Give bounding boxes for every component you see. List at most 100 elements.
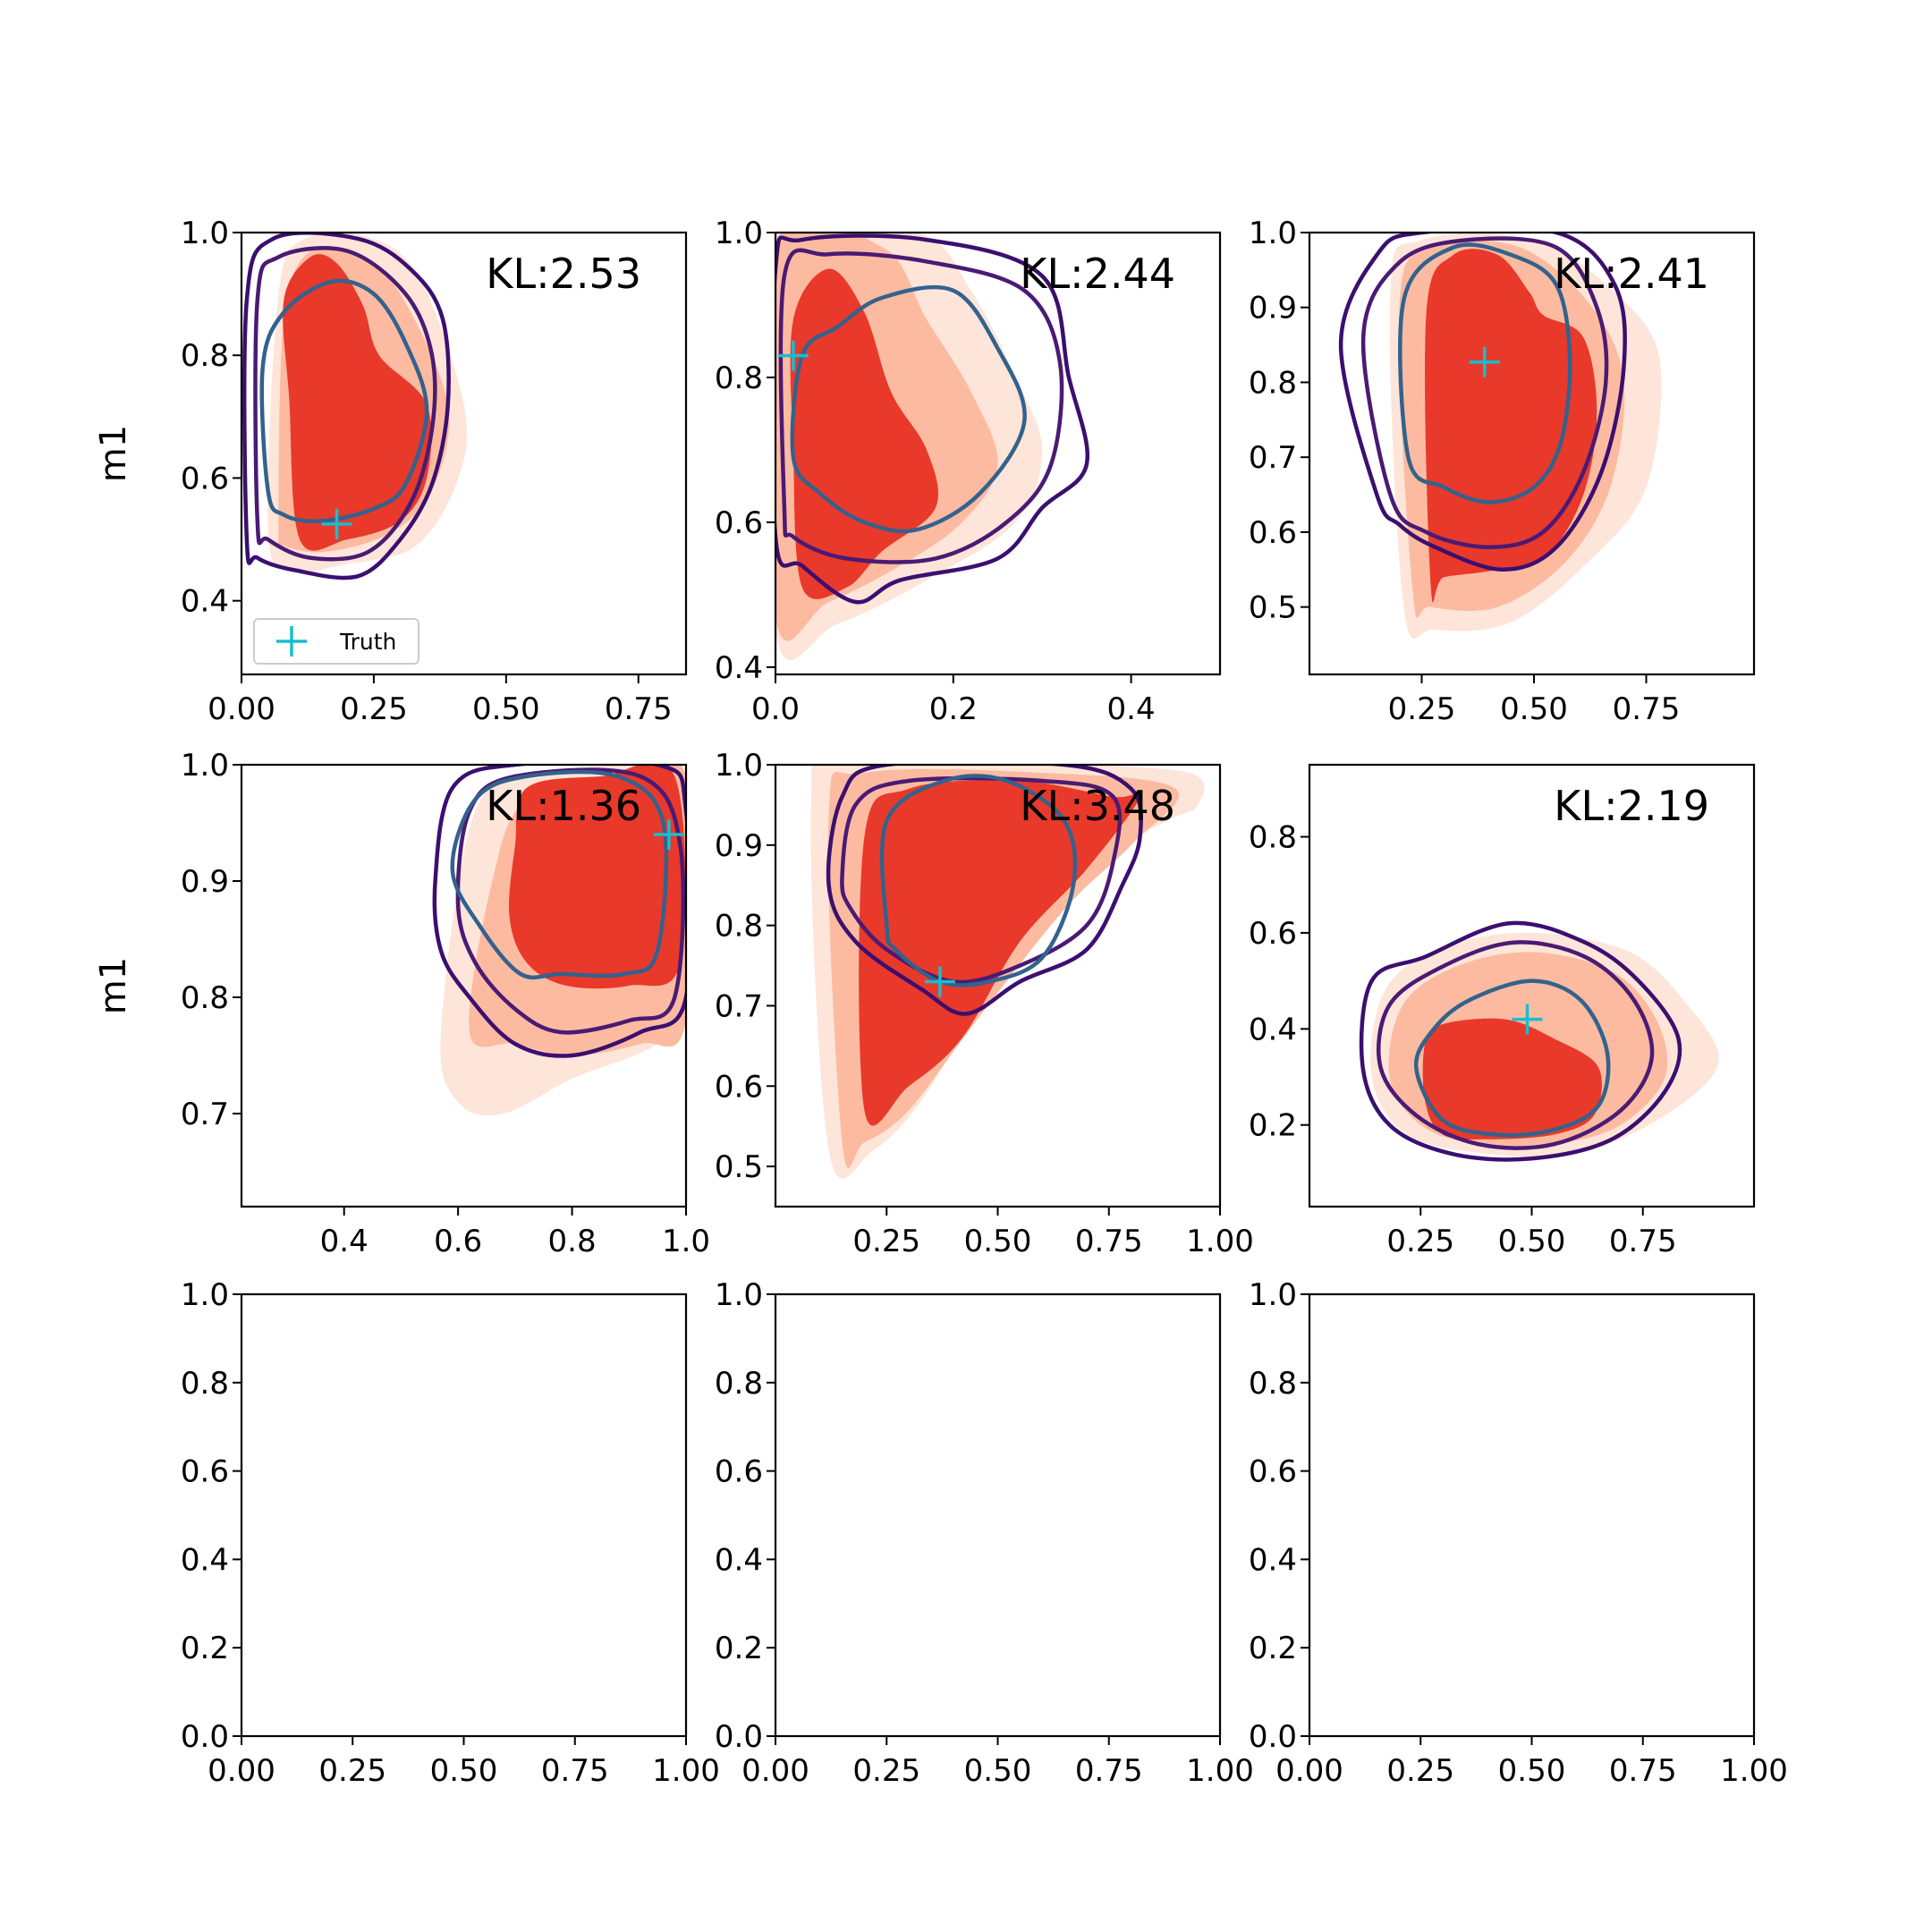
y-tick-label: 0.5 bbox=[715, 1149, 763, 1185]
x-tick-label: 0.25 bbox=[1386, 1753, 1454, 1789]
filled-contour-level-3 bbox=[1425, 249, 1597, 603]
filled-contour-level-3 bbox=[1422, 1018, 1602, 1140]
line-contour-level-3 bbox=[1398, 242, 1572, 504]
legend-box bbox=[253, 618, 419, 665]
kl-divergence-label: KL:2.41 bbox=[1554, 250, 1709, 298]
truth-marker bbox=[653, 819, 684, 850]
y-tick-label: 1.0 bbox=[181, 1277, 229, 1313]
kl-divergence-label: KL:1.36 bbox=[486, 782, 641, 830]
panel-5: KL:3.48 0.25 0.50 0.75 1.00 0.5 0.6 0.7 0.8 0.9 1.… bbox=[715, 748, 1254, 1259]
y-tick-label: 0.4 bbox=[181, 1542, 229, 1578]
panel-7-frame bbox=[240, 1292, 688, 1738]
y-tick-label: 0.5 bbox=[1249, 590, 1297, 626]
panel-9-frame bbox=[1308, 1292, 1756, 1738]
y-tick-label: 0.4 bbox=[1249, 1542, 1297, 1578]
x-tick-label: 0.25 bbox=[340, 691, 408, 727]
y-tick-label: 0.7 bbox=[1249, 440, 1297, 476]
y-tick-label: 1.0 bbox=[181, 216, 229, 251]
line-contour-level-2 bbox=[253, 246, 437, 562]
truth-marker bbox=[321, 508, 352, 539]
panel-3: KL:2.41 0.25 0.50 0.75 0.5 0.6 0.7 0.8 0.9 1.0 bbox=[1249, 216, 1756, 727]
x-tick-label: 0.25 bbox=[852, 1224, 920, 1259]
panel-4-plot-area bbox=[432, 765, 686, 1115]
panel-8-frame bbox=[774, 1292, 1222, 1738]
line-contour-level-2 bbox=[840, 775, 1123, 985]
panel-4-frame bbox=[240, 763, 688, 1208]
y-tick-label: 0.9 bbox=[715, 828, 763, 864]
x-tick-label: 0.75 bbox=[1609, 1753, 1677, 1789]
x-tick-label: 0.00 bbox=[1275, 1753, 1343, 1789]
panel-3-plot-area bbox=[1338, 233, 1662, 640]
x-tick-label: 0.4 bbox=[320, 1224, 369, 1259]
y-tick-label: 0.8 bbox=[1249, 365, 1297, 401]
y-tick-label: 0.8 bbox=[715, 360, 763, 396]
y-tick-label: 0.2 bbox=[1249, 1108, 1297, 1144]
legend-label: Truth bbox=[339, 629, 396, 655]
line-contour-level-1 bbox=[775, 233, 1090, 605]
y-tick-label: 0.7 bbox=[181, 1097, 229, 1132]
filled-contour-level-3 bbox=[859, 780, 1141, 1126]
y-tick-label: 0.6 bbox=[1249, 515, 1297, 551]
y-tick-label: 0.8 bbox=[715, 1366, 763, 1402]
x-tick-label: 0.8 bbox=[548, 1224, 597, 1259]
y-tick-label: 1.0 bbox=[1249, 216, 1297, 251]
panel-9: 0.00 0.25 0.50 0.75 1.00 0.0 0.2 0.4 0.6 0.8 1.0 bbox=[1249, 1277, 1788, 1789]
line-contour-level-1 bbox=[1338, 233, 1627, 572]
panel-5-plot-area bbox=[810, 765, 1205, 1179]
y-tick-label: 1.0 bbox=[181, 748, 229, 784]
panel-6: KL:2.19 0.25 0.50 0.75 0.2 0.4 0.6 0.8 bbox=[1249, 763, 1756, 1259]
line-contour-level-2 bbox=[1360, 236, 1609, 549]
panel-1: KL:2.53 Truth m1 0.00 0.25 0.50 0.75 0.4 0.6 0.8 1… bbox=[93, 216, 688, 727]
x-tick-label: 0.4 bbox=[1107, 691, 1156, 727]
x-tick-label: 0.75 bbox=[1613, 691, 1681, 727]
truth-marker bbox=[1469, 346, 1500, 377]
panel-2: KL:2.44 0.0 0.2 0.4 0.4 0.6 0.8 1.0 bbox=[715, 216, 1222, 727]
x-tick-label: 0.00 bbox=[208, 1753, 275, 1789]
kl-divergence-label: KL:2.44 bbox=[1020, 250, 1175, 298]
y-tick-label: 1.0 bbox=[1249, 1277, 1297, 1313]
y-tick-label: 0.8 bbox=[715, 909, 763, 945]
panel-1-plot-area bbox=[242, 233, 468, 580]
x-tick-label: 0.25 bbox=[318, 1753, 386, 1789]
y-tick-label: 0.6 bbox=[715, 505, 763, 541]
y-tick-label: 0.4 bbox=[181, 584, 229, 620]
legend: Truth bbox=[253, 618, 419, 665]
y-tick-label: 0.6 bbox=[715, 1454, 763, 1490]
y-tick-label: 0.8 bbox=[181, 980, 229, 1016]
x-tick-label: 0.75 bbox=[1075, 1753, 1143, 1789]
panel-4: KL:1.36 m1 0.4 0.6 0.8 1.0 0.7 0.8 0.9 1.0 bbox=[93, 748, 710, 1259]
x-tick-label: 0.00 bbox=[741, 1753, 809, 1789]
line-contour-level-1 bbox=[432, 765, 686, 1058]
filled-contour-level-3 bbox=[283, 254, 432, 551]
truth-marker bbox=[1512, 1004, 1543, 1035]
line-contour-level-1 bbox=[242, 233, 451, 580]
y-tick-label: 0.8 bbox=[1249, 1366, 1297, 1402]
x-tick-label: 1.00 bbox=[1720, 1753, 1788, 1789]
y-tick-label: 0.8 bbox=[181, 1366, 229, 1402]
y-tick-label: 0.0 bbox=[715, 1719, 763, 1755]
kl-divergence-label: KL:2.53 bbox=[486, 250, 641, 298]
filled-contour-level-3 bbox=[509, 765, 686, 989]
x-tick-label: 1.00 bbox=[1186, 1753, 1254, 1789]
y-tick-label: 0.2 bbox=[1249, 1631, 1297, 1666]
y-tick-label: 1.0 bbox=[715, 748, 763, 784]
x-tick-label: 1.00 bbox=[1186, 1224, 1254, 1259]
x-tick-label: 0.50 bbox=[1498, 1224, 1566, 1259]
x-tick-label: 0.2 bbox=[929, 691, 978, 727]
y-tick-label: 0.7 bbox=[715, 988, 763, 1024]
truth-marker bbox=[924, 966, 955, 997]
y-tick-label: 0.4 bbox=[1249, 1012, 1297, 1047]
x-tick-label: 0.50 bbox=[964, 1753, 1032, 1789]
filled-contour-level-3 bbox=[790, 268, 939, 599]
line-contour-level-3 bbox=[790, 284, 1027, 534]
x-tick-label: 0.50 bbox=[964, 1224, 1032, 1259]
y-tick-label: 0.6 bbox=[1249, 916, 1297, 952]
kl-divergence-label: KL:3.48 bbox=[1020, 782, 1175, 830]
kl-divergence-label: KL:2.19 bbox=[1554, 782, 1709, 830]
y-tick-label: 0.6 bbox=[181, 1454, 229, 1490]
x-tick-label: 0.6 bbox=[434, 1224, 482, 1259]
x-tick-label: 0.75 bbox=[541, 1753, 609, 1789]
panel-7: 0.00 0.25 0.50 0.75 1.00 0.0 0.2 0.4 0.6 0.8 1.0 bbox=[181, 1277, 720, 1789]
x-tick-label: 0.75 bbox=[1609, 1224, 1677, 1259]
y-tick-label: 0.8 bbox=[1249, 820, 1297, 856]
